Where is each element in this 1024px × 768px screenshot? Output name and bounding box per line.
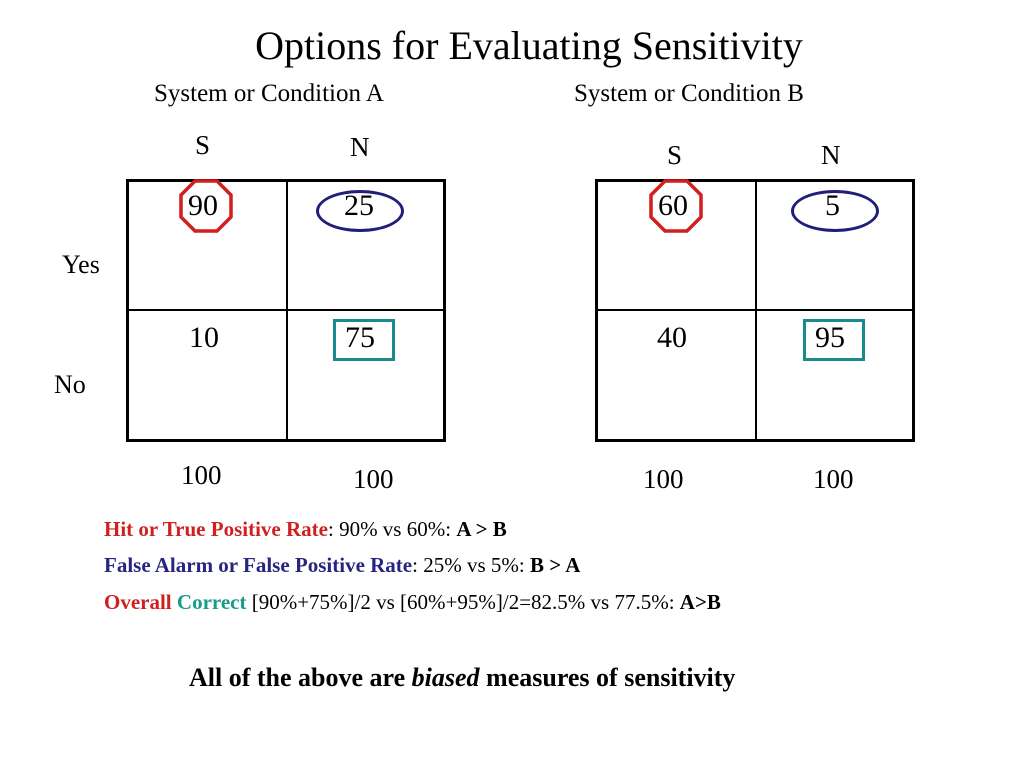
conclusion: All of the above are biased measures of … [189, 663, 735, 693]
table-divider [129, 309, 443, 311]
overall-label: Overall [104, 590, 172, 614]
false-alarm-label: False Alarm or False Positive Rate [104, 553, 413, 577]
condition-a-yes-n: 25 [344, 189, 374, 222]
overall-correct-result: A>B [679, 590, 721, 614]
false-alarm-oval-b [791, 190, 879, 232]
page-title: Options for Evaluating Sensitivity [255, 23, 803, 68]
hit-rate-text: 90% vs 60%: [339, 517, 457, 541]
row-label-yes: Yes [62, 250, 100, 279]
condition-b-label: System or Condition B [574, 80, 804, 107]
condition-a-no-s: 10 [189, 321, 219, 354]
condition-b-no-s: 40 [657, 321, 687, 354]
false-alarm-text: 25% vs 5%: [423, 553, 530, 577]
hit-rate-line: Hit or True Positive Rate: 90% vs 60%: A… [104, 517, 507, 542]
condition-a-yes-s: 90 [188, 189, 218, 222]
condition-b-yes-n: 5 [825, 189, 840, 222]
false-alarm-oval-a [316, 190, 404, 232]
condition-b-no-n: 95 [815, 321, 845, 354]
condition-a-total-n: 100 [353, 464, 394, 494]
hit-rate-sep: : [327, 517, 340, 541]
condition-a-col-n: N [350, 132, 370, 162]
overall-correct-line: Overall Correct [90%+75%]/2 vs [60%+95%]… [104, 590, 721, 615]
correct-label: Correct [176, 590, 247, 614]
correct-square-b [803, 319, 865, 361]
condition-a-col-s: S [195, 130, 211, 160]
hit-rate-label: Hit or True Positive Rate [104, 517, 328, 541]
condition-a-total-s: 100 [181, 460, 222, 490]
false-alarm-line: False Alarm or False Positive Rate: 25% … [104, 553, 580, 578]
conclusion-em: biased [411, 663, 480, 692]
false-alarm-sep: : [412, 553, 424, 577]
hit-octagon-b [649, 179, 703, 233]
condition-b-col-s: S [667, 140, 683, 170]
condition-b-yes-s: 60 [658, 189, 688, 222]
condition-b-total-n: 100 [813, 464, 854, 494]
overall-correct-text: [90%+75%]/2 vs [60%+95%]/2=82.5% vs 77.5… [246, 590, 680, 614]
conclusion-post: measures of sensitivity [479, 663, 736, 692]
condition-a-table [126, 179, 446, 442]
condition-a-no-n: 75 [345, 321, 375, 354]
condition-b-table [595, 179, 915, 442]
correct-square-a [333, 319, 395, 361]
hit-rate-result: A > B [456, 517, 507, 541]
condition-b-col-n: N [821, 140, 841, 170]
condition-b-total-s: 100 [643, 464, 684, 494]
condition-a-label: System or Condition A [154, 80, 384, 107]
table-divider [598, 309, 912, 311]
conclusion-pre: All of the above are [189, 663, 412, 692]
false-alarm-result: B > A [529, 553, 581, 577]
row-label-no: No [54, 370, 86, 399]
hit-octagon-a [179, 179, 233, 233]
